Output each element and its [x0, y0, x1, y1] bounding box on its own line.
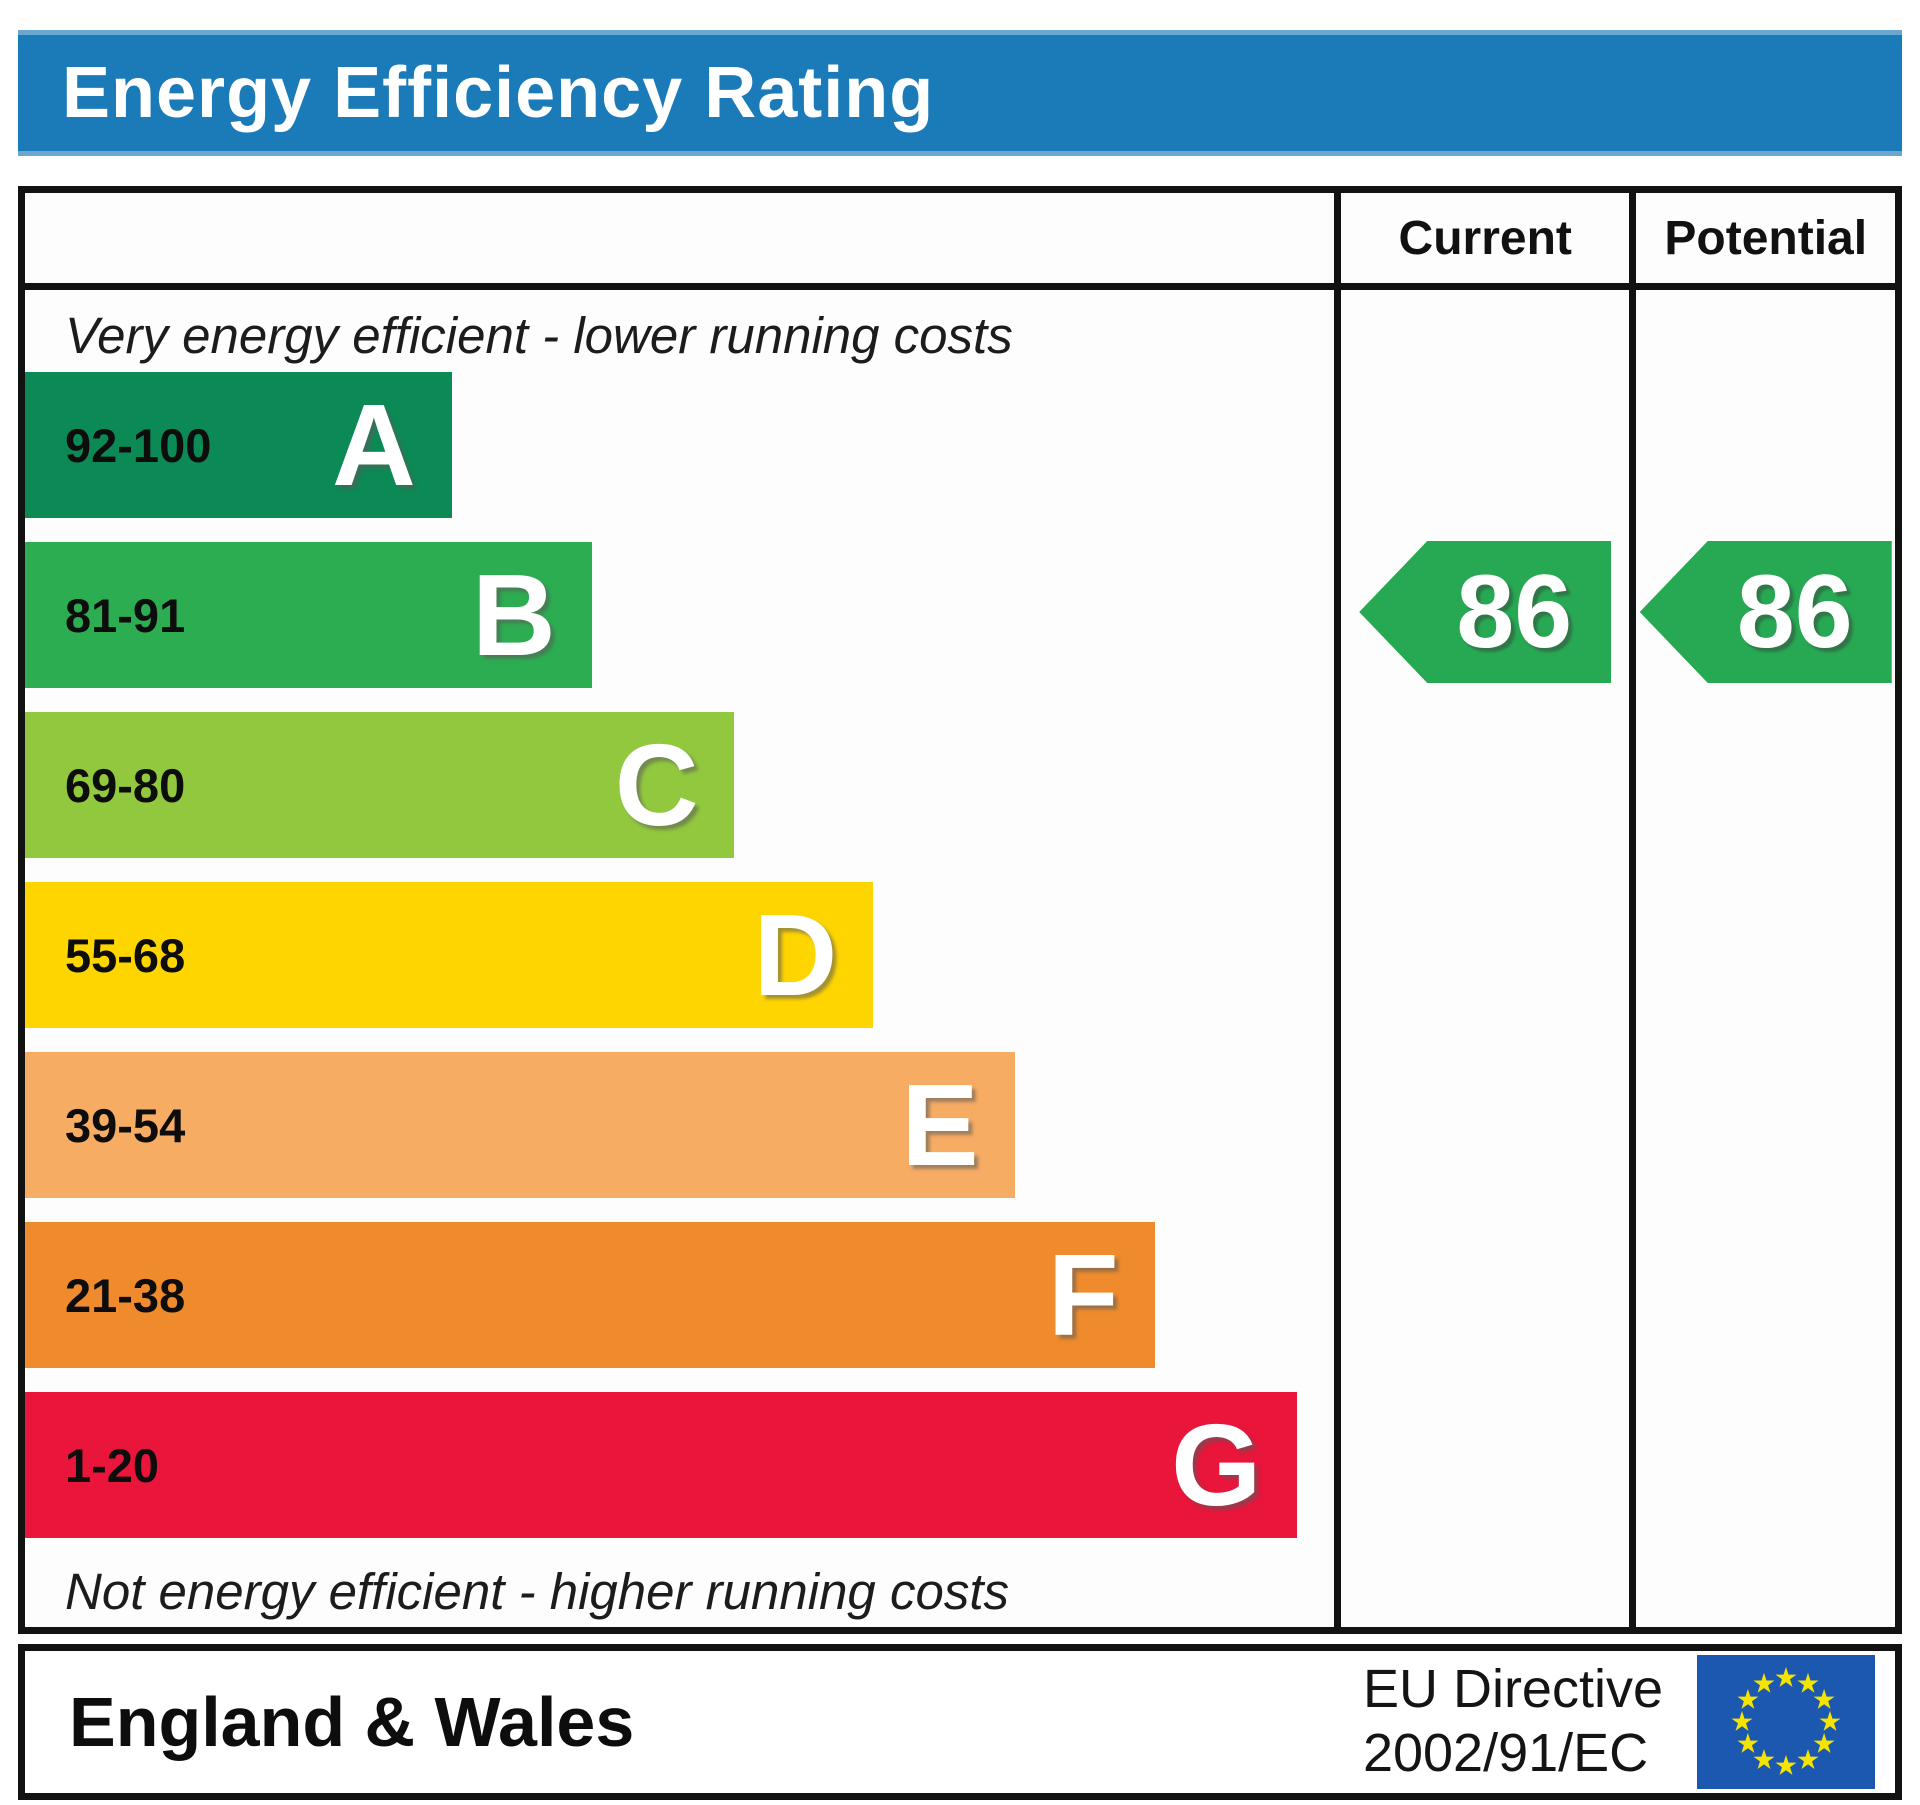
current-rating-arrow: 86	[1359, 541, 1612, 683]
eu-directive-label: EU Directive 2002/91/EC	[1363, 1658, 1663, 1785]
band-letter: E	[901, 1060, 979, 1190]
band-range-label: 81-91	[65, 588, 186, 642]
band-row-f: 21-38 F	[25, 1222, 1155, 1368]
band-row-e: 39-54 E	[25, 1052, 1015, 1198]
footer: England & Wales EU Directive 2002/91/EC	[18, 1644, 1902, 1800]
band-row-g: 1-20 G	[25, 1392, 1298, 1538]
potential-rating-arrow: 86	[1639, 541, 1892, 683]
current-column: Current 86	[1334, 193, 1630, 1627]
potential-rating-value: 86	[1736, 554, 1853, 670]
current-body: 86	[1341, 290, 1629, 1627]
band-range-label: 55-68	[65, 928, 186, 982]
band-range-label: 1-20	[65, 1438, 160, 1492]
band-letter: D	[753, 890, 838, 1020]
band-row-a: 92-100 A	[25, 372, 452, 518]
potential-body: 86	[1636, 290, 1895, 1627]
band-list: 92-100 A 81-91 B 69-80 C 55-68 D	[25, 372, 1334, 1538]
rating-table: Very energy efficient - lower running co…	[18, 186, 1902, 1634]
scale-note-top: Very energy efficient - lower running co…	[65, 307, 1013, 364]
band-row-d: 55-68 D	[25, 882, 874, 1028]
band-letter: A	[331, 380, 416, 510]
band-letter: B	[472, 550, 556, 680]
eu-flag-icon	[1697, 1655, 1875, 1789]
band-letter: G	[1171, 1400, 1262, 1530]
band-range-label: 39-54	[65, 1098, 186, 1152]
band-range-label: 69-80	[65, 758, 186, 812]
bands-header-spacer	[25, 193, 1334, 290]
band-range-label: 21-38	[65, 1268, 186, 1322]
eu-directive-line2: 2002/91/EC	[1362, 1723, 1649, 1783]
band-row-b: 81-91 B	[25, 542, 592, 688]
bands-panel: Very energy efficient - lower running co…	[25, 193, 1334, 1627]
band-letter: F	[1047, 1230, 1119, 1360]
band-letter: C	[614, 720, 699, 850]
current-rating-value: 86	[1456, 554, 1573, 670]
potential-column: Potential 86	[1629, 193, 1895, 1627]
bands-body: Very energy efficient - lower running co…	[25, 290, 1334, 1627]
band-row-c: 69-80 C	[25, 712, 735, 858]
page-title: Energy Efficiency Rating	[62, 53, 935, 133]
footer-region-label: England & Wales	[69, 1683, 635, 1761]
potential-header: Potential	[1636, 193, 1895, 290]
current-header: Current	[1341, 193, 1630, 290]
title-bar: Energy Efficiency Rating	[18, 30, 1902, 156]
eu-directive-line1: EU Directive	[1362, 1659, 1663, 1720]
scale-note-bottom: Not energy efficient - higher running co…	[65, 1563, 1009, 1620]
band-range-label: 92-100	[65, 418, 212, 472]
